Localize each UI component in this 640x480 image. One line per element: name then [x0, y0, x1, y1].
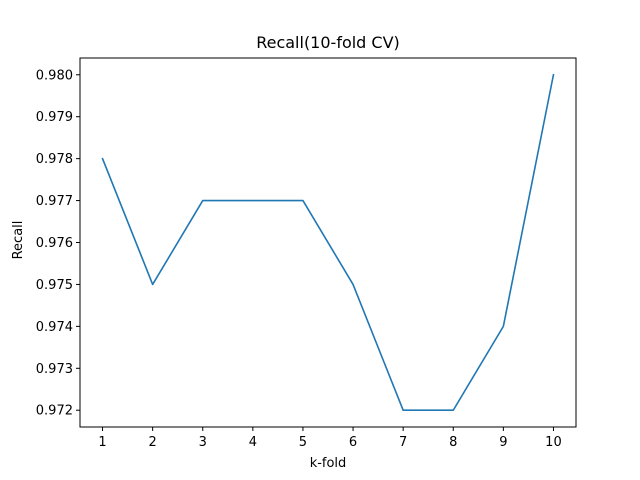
y-tick-label: 0.975	[36, 278, 73, 293]
x-axis-label: k-fold	[310, 456, 347, 471]
x-tick-label: 6	[349, 435, 357, 450]
y-tick-label: 0.976	[36, 236, 73, 251]
y-tick-label: 0.978	[36, 152, 73, 167]
y-tick-label: 0.979	[36, 110, 73, 125]
x-tick-label: 5	[299, 435, 307, 450]
chart-title: Recall(10-fold CV)	[256, 33, 400, 52]
y-tick-label: 0.977	[36, 194, 73, 209]
y-tick-label: 0.973	[36, 362, 73, 377]
x-tick-label: 7	[399, 435, 407, 450]
y-tick-label: 0.974	[36, 320, 73, 335]
y-tick-label: 0.972	[36, 404, 73, 419]
x-tick-label: 2	[149, 435, 157, 450]
plot-area: 1 2 3 4 5 6 7 8 9 10 0.972 0.973 0.974 0.975 0.976 0.97…	[36, 57, 577, 450]
y-axis-label: Recall	[11, 221, 26, 260]
x-tick-label: 1	[98, 435, 106, 450]
x-tick-label: 9	[499, 435, 507, 450]
x-tick-label: 8	[449, 435, 457, 450]
x-tick-label: 3	[199, 435, 207, 450]
series-line-0	[101, 73, 555, 412]
x-tick-label: 4	[249, 435, 257, 450]
x-tick-label: 10	[545, 435, 562, 450]
y-tick-label: 0.980	[36, 68, 73, 83]
